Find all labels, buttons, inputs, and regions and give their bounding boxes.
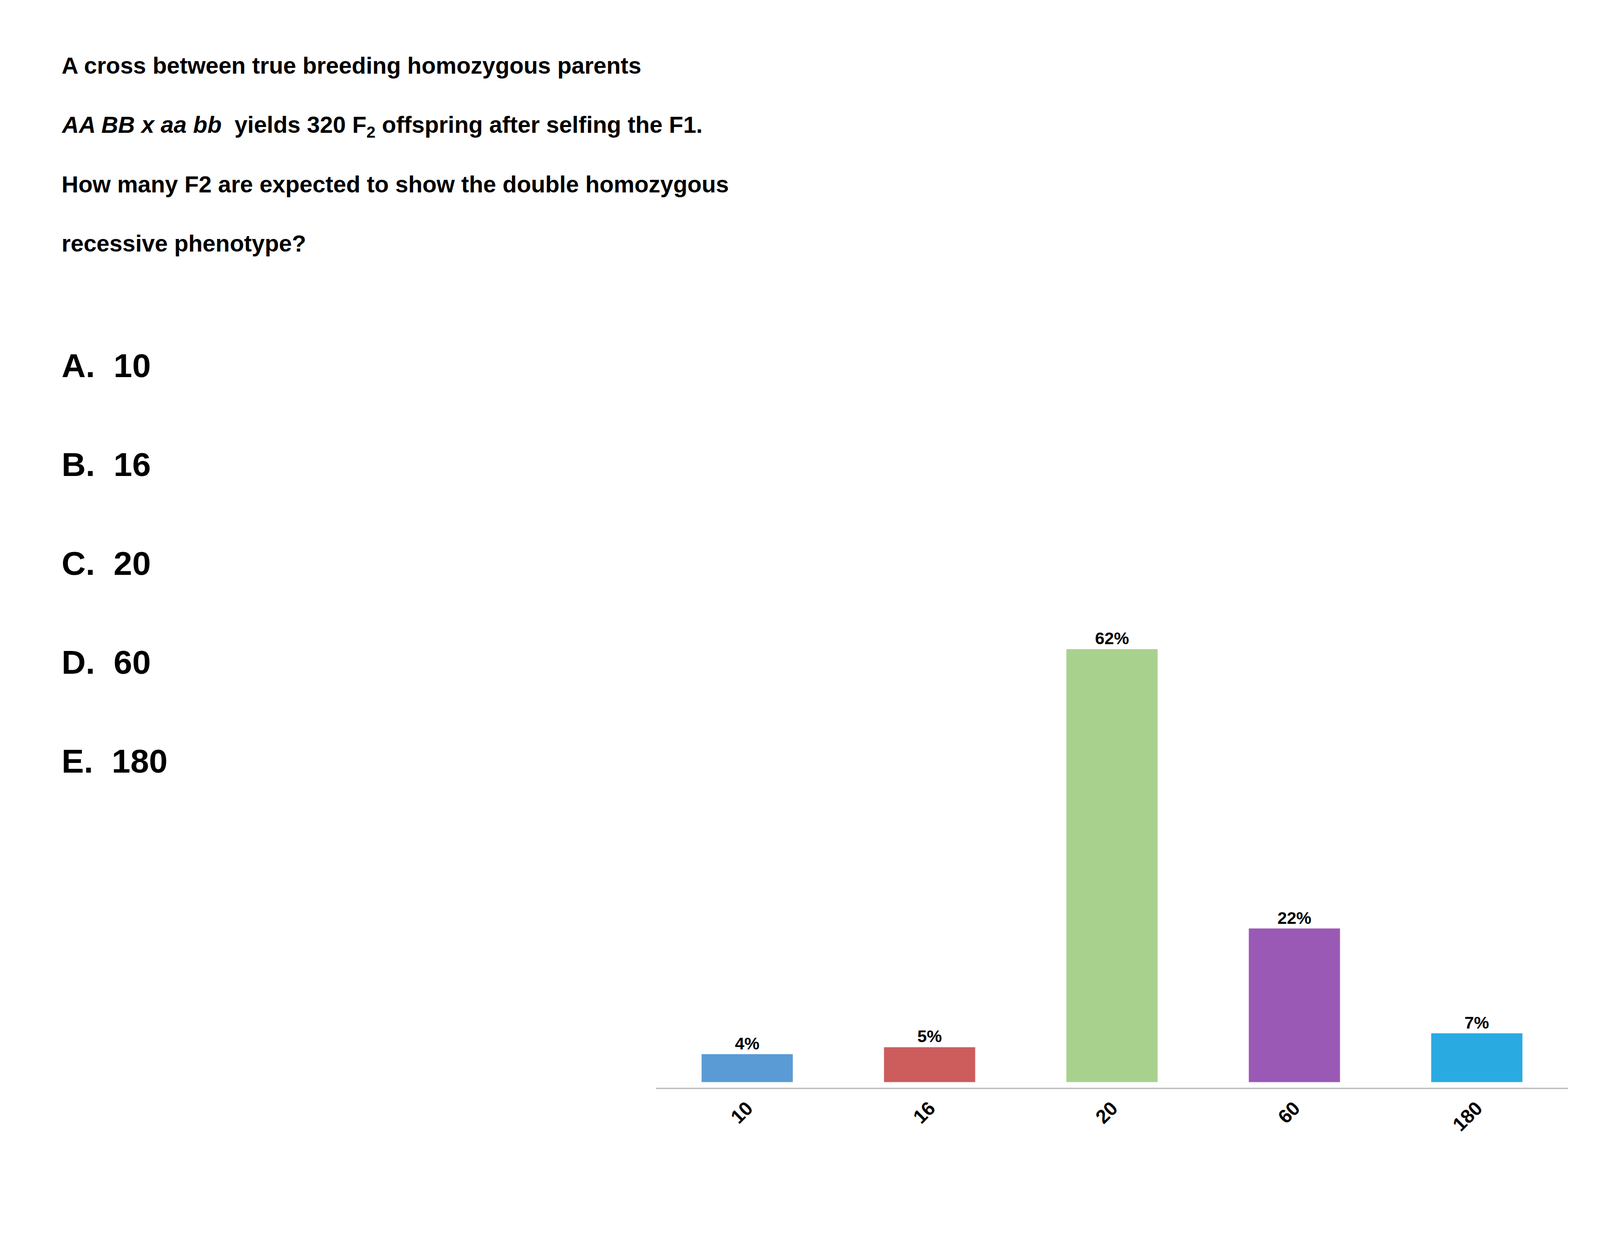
svg-text:C. 20: C. 20	[61, 544, 151, 583]
svg-text:16: 16	[909, 1097, 940, 1129]
svg-text:A cross between true breeding: A cross between true breeding homozygous…	[61, 52, 642, 79]
svg-text:How many F2 are expected to sh: How many F2 are expected to show the dou…	[61, 171, 729, 198]
svg-text:5%: 5%	[917, 1026, 943, 1046]
svg-text:20: 20	[1091, 1097, 1122, 1129]
svg-text:AA BB x aa bb yields 320 F​2​: AA BB x aa bb yields 320 F​2​ offspring …	[61, 112, 703, 142]
svg-text:E. 180: E. 180	[61, 742, 168, 781]
svg-text:recessive phenotype?: recessive phenotype?	[61, 230, 306, 257]
svg-text:60: 60	[1273, 1097, 1305, 1129]
svg-text:D. 60: D. 60	[61, 643, 151, 682]
svg-text:180: 180	[1448, 1097, 1487, 1136]
svg-text:22%: 22%	[1277, 908, 1312, 928]
svg-text:7%: 7%	[1464, 1013, 1490, 1033]
svg-text:10: 10	[726, 1097, 757, 1129]
svg-text:4%: 4%	[735, 1034, 760, 1054]
svg-text:62%: 62%	[1094, 628, 1129, 648]
svg-text:A. 10: A. 10	[61, 347, 151, 385]
svg-text:B. 16: B. 16	[61, 446, 151, 484]
